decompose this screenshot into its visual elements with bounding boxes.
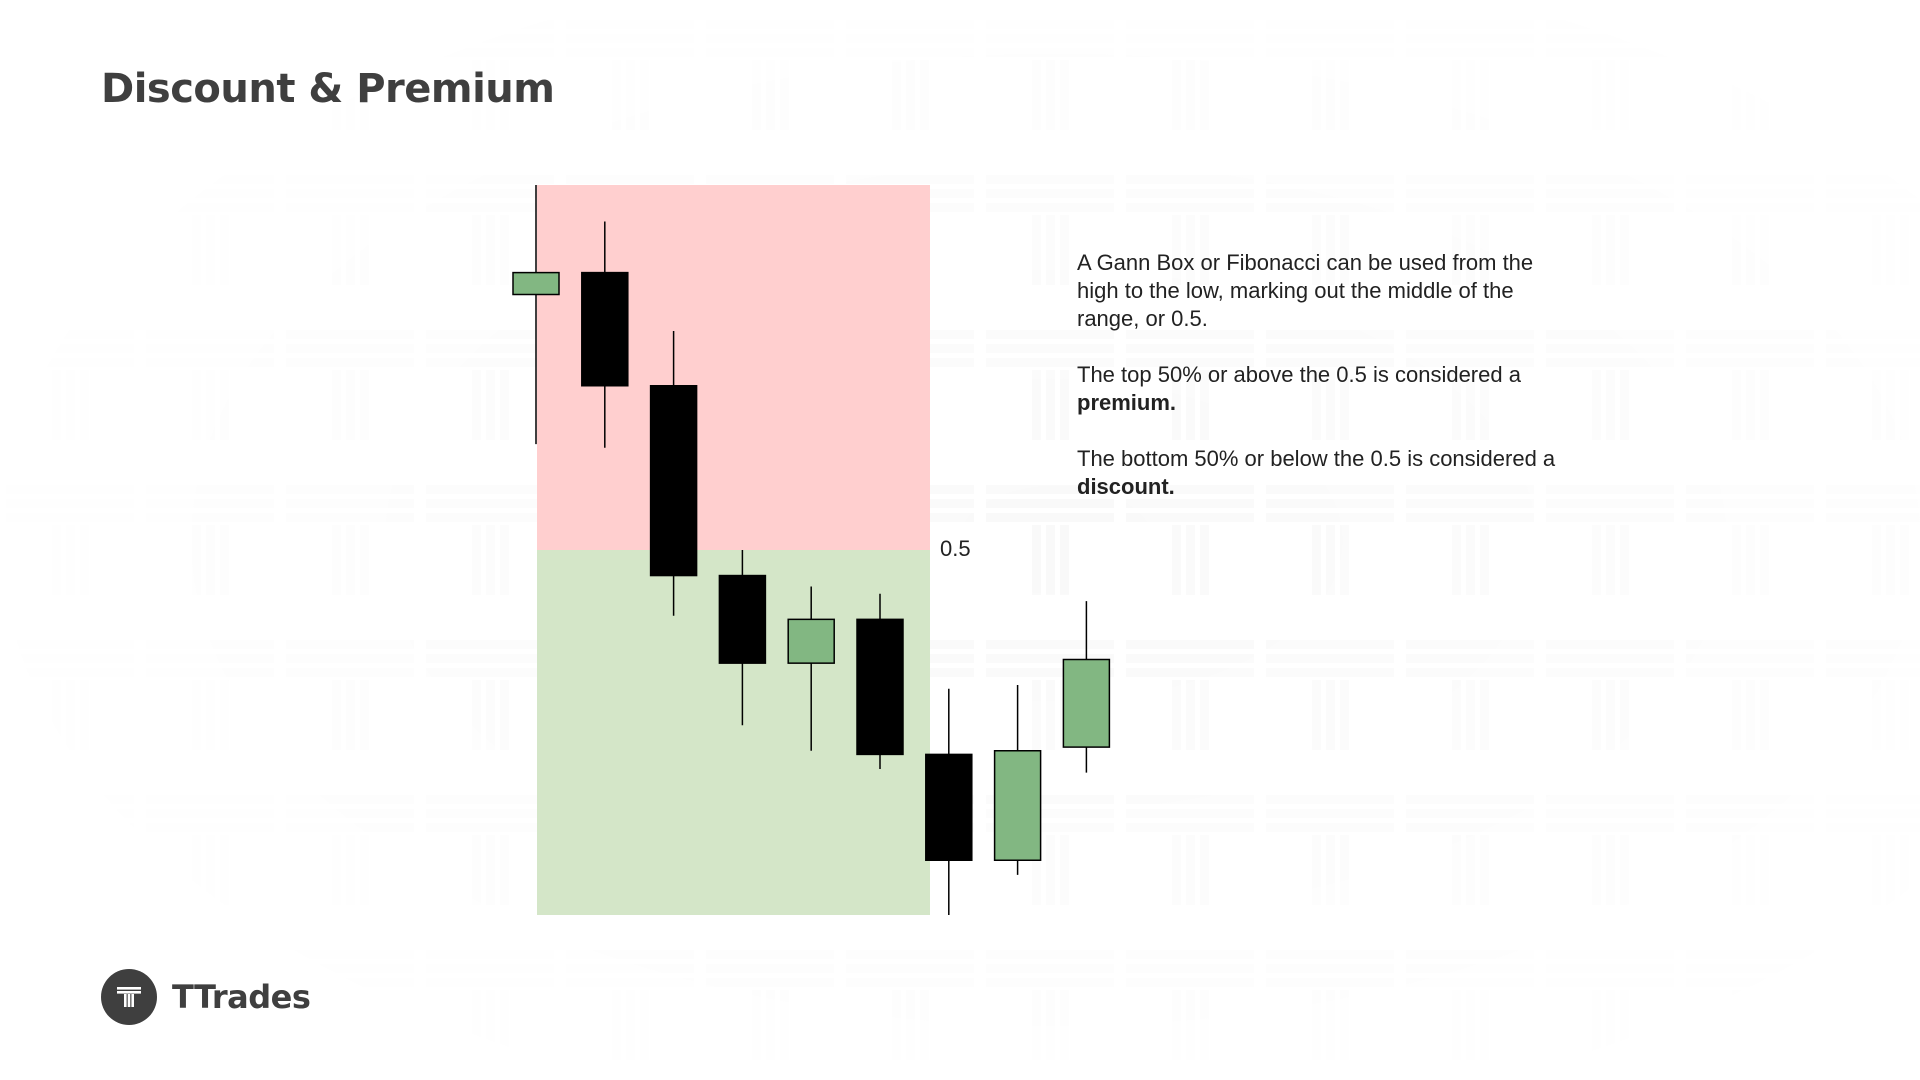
page-title: Discount & Premium [101,66,555,112]
candle-3-body [649,385,698,577]
premium-term: premium. [1077,390,1177,415]
brand-name: TTrades [172,978,311,1016]
ttrades-logo-icon [101,969,157,1025]
candle-7-body [925,753,973,862]
description-paragraph-1: A Gann Box or Fibonacci can be used from… [1077,250,1534,331]
candle-2-body [581,271,629,387]
description: A Gann Box or Fibonacci can be used from… [1077,249,1557,529]
candle-5-body [787,618,835,664]
description-paragraph-2: The top 50% or above the 0.5 is consider… [1077,362,1521,415]
candle-4-body [718,574,767,664]
description-paragraph-3: The bottom 50% or below the 0.5 is consi… [1077,446,1556,499]
candle-9-body [1062,658,1111,748]
candle-8-body [993,750,1042,861]
candle-6-body [856,618,904,756]
candle-1-body [512,271,560,296]
discount-term: discount. [1077,474,1175,499]
brand: TTrades [101,969,311,1025]
mid-level-label: 0.5 [940,536,971,561]
